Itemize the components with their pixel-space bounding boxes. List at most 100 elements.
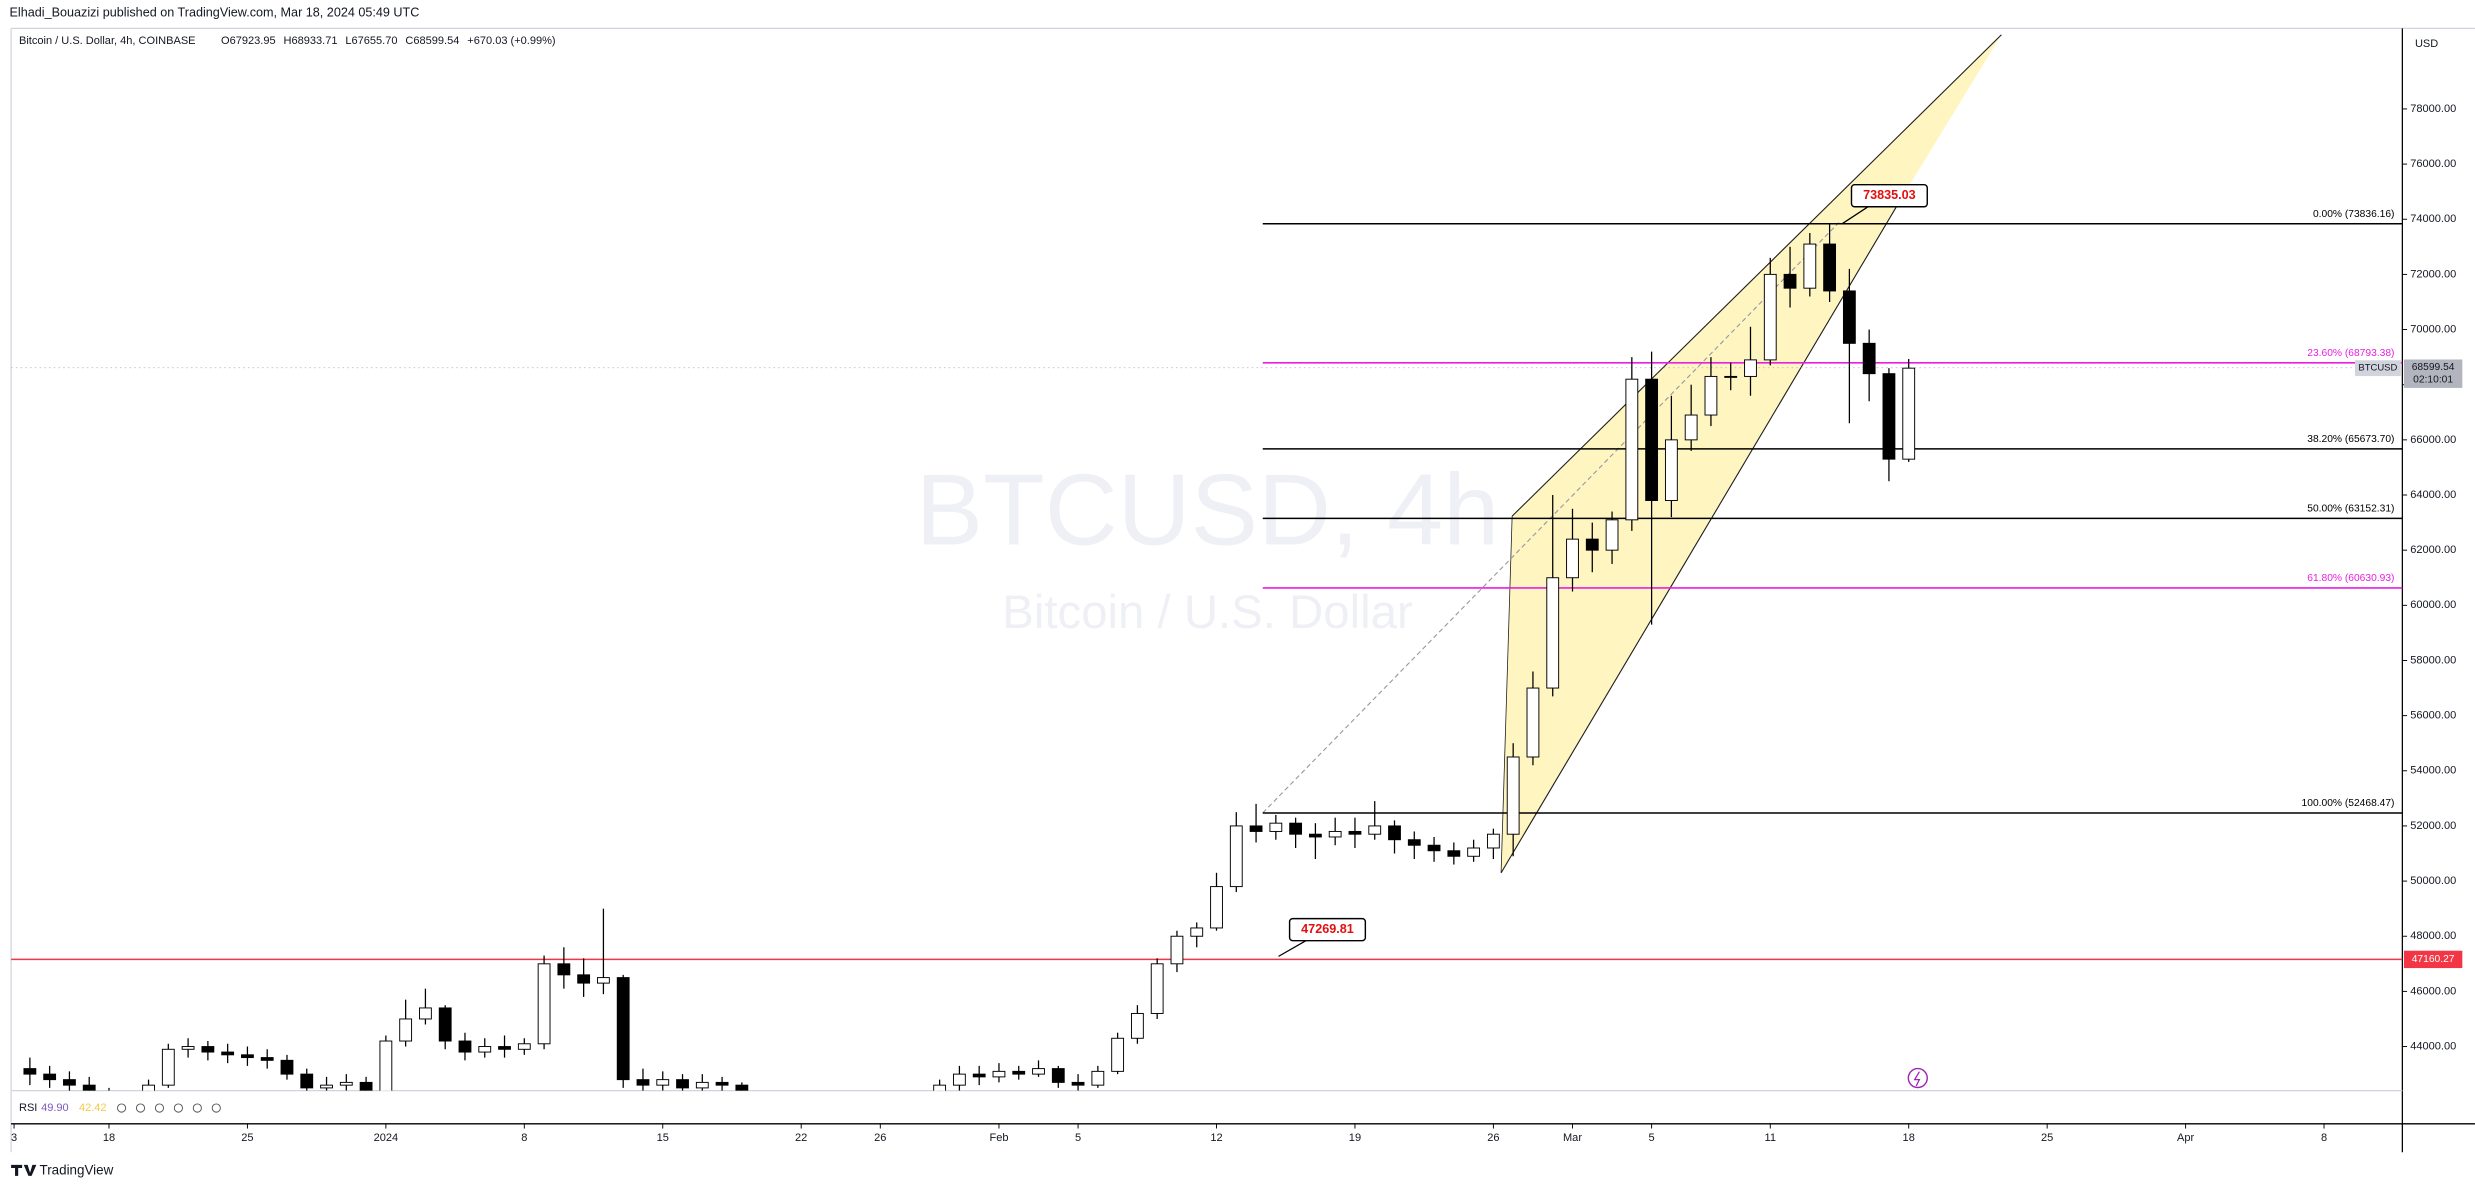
candle-body: [1467, 847, 1481, 857]
y-tick-label: 46000.00: [2410, 985, 2456, 997]
event-icon: [1907, 1067, 1928, 1089]
candle-body: [1269, 822, 1283, 832]
brand-logo: [11, 1164, 37, 1176]
candle-body: [1842, 290, 1856, 344]
candle-body: [399, 1018, 413, 1042]
candle-body: [1289, 822, 1303, 835]
candle-body: [23, 1068, 37, 1075]
rsi-legend: RSI 49.90 42.42: [19, 1102, 221, 1114]
x-tick-label: 5: [1075, 1132, 1081, 1144]
candle-body: [1724, 375, 1738, 378]
candle-body: [953, 1073, 966, 1086]
symbol-tag: [2354, 360, 2401, 377]
candle-body: [300, 1073, 314, 1089]
candle-body: [320, 1084, 333, 1089]
candle-body: [1684, 414, 1698, 441]
last-price-tag: [2403, 359, 2463, 388]
candle-body: [1210, 886, 1223, 929]
candle-body: [82, 1084, 96, 1091]
wedge-upper: [1511, 34, 2002, 517]
callout-box: [1850, 183, 1928, 208]
candle-body: [715, 1081, 729, 1086]
callout-label: 73835.03: [1863, 188, 1916, 202]
candle-body: [1763, 273, 1777, 361]
x-tick-label: 3: [11, 1132, 17, 1144]
x-tick-label: 15: [657, 1132, 669, 1144]
plot-area: [11, 222, 2403, 1091]
candle-body: [1091, 1070, 1105, 1086]
y-tick-label: 58000.00: [2410, 654, 2456, 666]
candle-body: [1032, 1068, 1045, 1075]
x-tick-label: 8: [521, 1132, 527, 1144]
candle-body: [1190, 927, 1204, 937]
wedge-fill: [1501, 34, 2002, 873]
candle-body: [1902, 367, 1916, 460]
candle-body: [1368, 825, 1382, 835]
candle-body: [1506, 756, 1520, 835]
legend-value: L67655.70: [345, 35, 397, 47]
candle-body: [1645, 378, 1659, 501]
candle-body: [1744, 359, 1757, 377]
y-tick-label: 62000.00: [2410, 544, 2456, 556]
candle-body: [438, 1007, 452, 1042]
candle-body: [1803, 243, 1817, 289]
candle-body: [1585, 538, 1599, 551]
candle-body: [656, 1079, 670, 1086]
legend-value: +670.03 (+0.99%): [467, 35, 555, 47]
candle-body: [498, 1046, 511, 1050]
candle-body: [1447, 850, 1461, 857]
candle-body: [1823, 243, 1837, 292]
candle-body: [1704, 375, 1718, 416]
candle-body: [1130, 1012, 1144, 1039]
fib-label: 61.80% (60630.93): [2307, 573, 2394, 584]
countdown: 02:10:01: [2413, 375, 2453, 386]
x-tick-label: 18: [1903, 1132, 1915, 1144]
candle-body: [142, 1084, 155, 1091]
x-tick-label: 11: [1765, 1132, 1776, 1144]
rsi-label: RSI: [19, 1102, 37, 1114]
candle-body: [1071, 1081, 1085, 1086]
candle-body: [1170, 935, 1184, 965]
candle-body: [1783, 273, 1797, 289]
candle-body: [537, 963, 551, 1045]
x-tick-label: Apr: [2177, 1132, 2194, 1144]
fib-label: 100.00% (52468.47): [2302, 798, 2395, 809]
currency: USD: [2415, 38, 2438, 50]
candle-body: [1328, 830, 1342, 838]
watermark: BTCUSD, 4h: [916, 454, 1500, 566]
x-tick-label: Feb: [989, 1132, 1008, 1144]
y-tick-label: 74000.00: [2410, 213, 2456, 225]
fib-label: 23.60% (68793.38): [2307, 348, 2394, 359]
candle-body: [992, 1070, 1006, 1078]
candle-body: [1249, 825, 1263, 832]
candle-body: [616, 977, 630, 1081]
x-tick-label: 25: [241, 1132, 253, 1144]
candle-body: [379, 1040, 393, 1091]
last-price-label: 68599.54: [2412, 362, 2455, 373]
x-tick-label: 8: [2321, 1132, 2327, 1144]
candle-body: [577, 974, 591, 984]
x-tick-label: 25: [2041, 1132, 2053, 1144]
candle-body: [339, 1081, 353, 1086]
candle-body: [1388, 825, 1401, 841]
candle-body: [735, 1084, 749, 1091]
fib-label: 38.20% (65673.70): [2307, 434, 2394, 445]
watermark-sub: Bitcoin / U.S. Dollar: [1002, 586, 1412, 639]
candle-body: [597, 977, 610, 984]
price-tag-label: 47160.27: [2412, 954, 2455, 965]
candle-body: [1546, 577, 1560, 689]
y-tick-label: 70000.00: [2410, 323, 2456, 335]
symbol-tag-label: BTCUSD: [2358, 363, 2397, 374]
candle-body: [419, 1007, 432, 1020]
candle-body: [221, 1051, 235, 1056]
candle-body: [933, 1084, 947, 1091]
candle-body: [63, 1079, 76, 1086]
rsi-value: 42.42: [79, 1102, 107, 1114]
candle-body: [161, 1048, 175, 1086]
callout-pointer: [1841, 204, 1871, 225]
brand: TradingView: [40, 1163, 114, 1178]
x-tick-label: 26: [874, 1132, 886, 1144]
candle-body: [260, 1057, 274, 1061]
candle-body: [676, 1079, 689, 1089]
